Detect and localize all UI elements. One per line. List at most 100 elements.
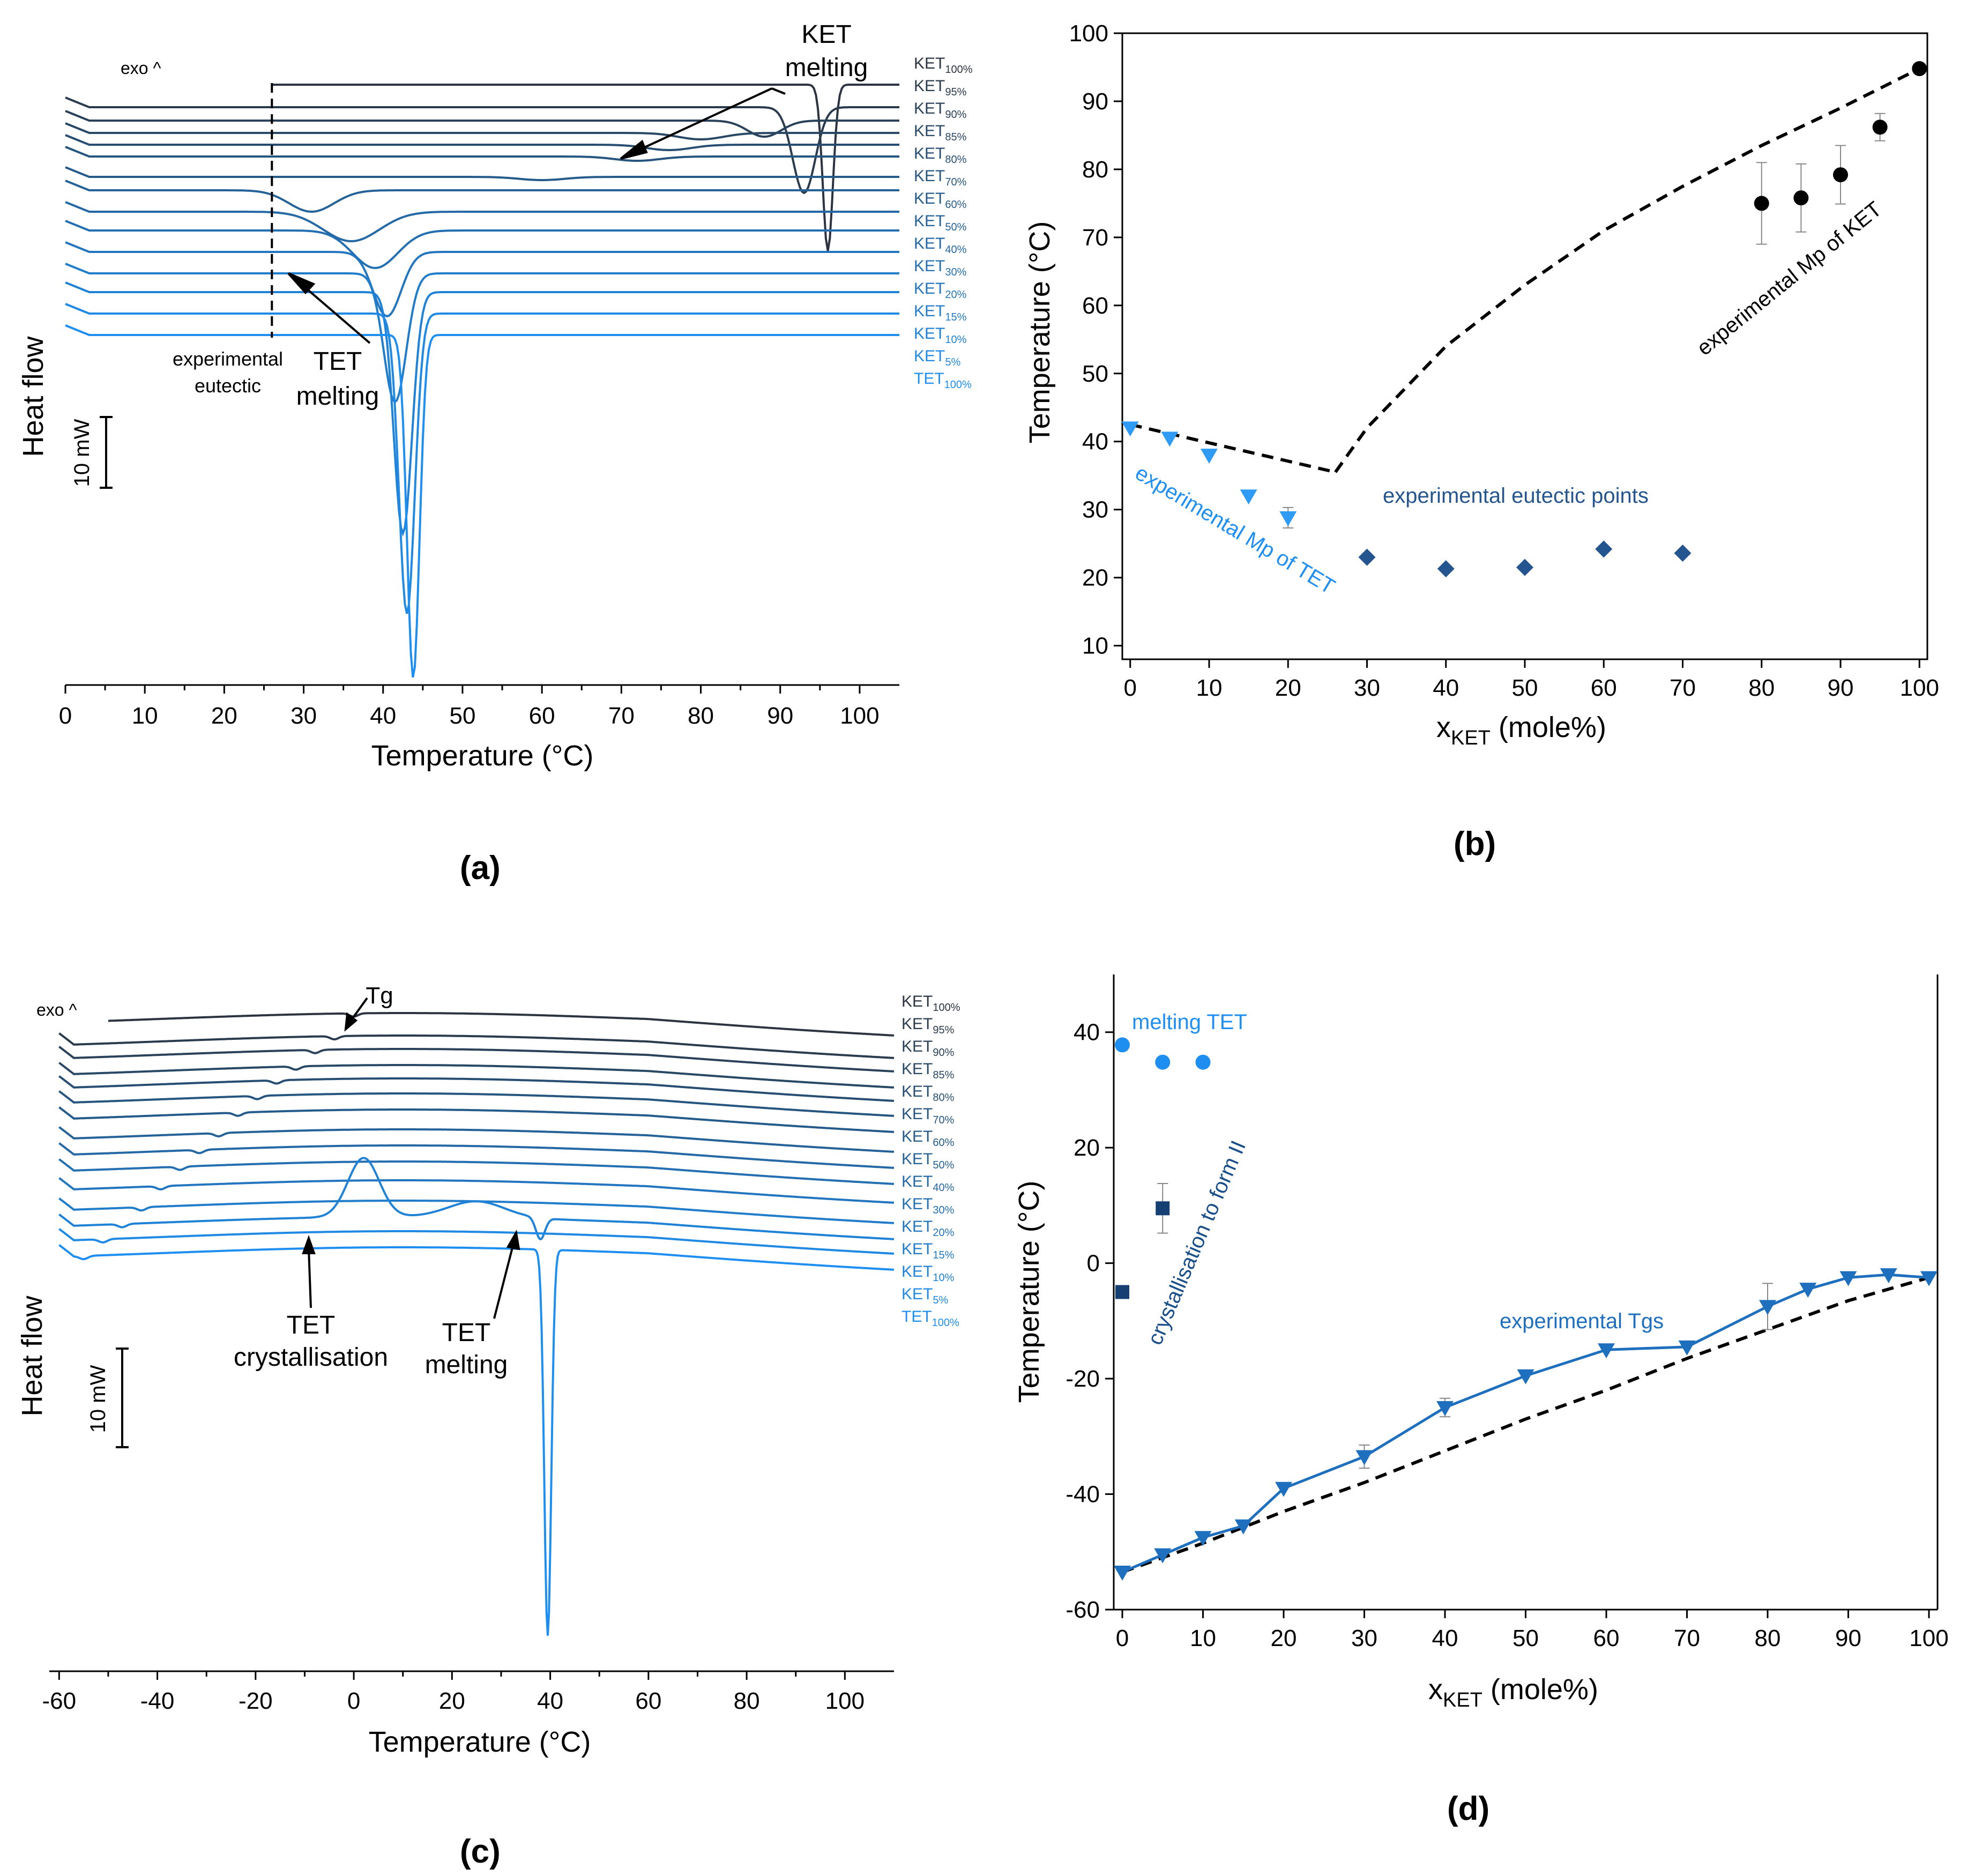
panel-a-chart: 0 10 20 30 40 50 60 70 80 90 100 Temperature (°C) …: [17, 20, 973, 772]
panel-d-y-tick-label: 0: [1087, 1250, 1100, 1277]
panel-c-x-tick-label: -40: [140, 1688, 175, 1714]
panel-c-scale-bar: [116, 1348, 129, 1448]
panel-a-tet-melting-label-1: TET: [314, 347, 362, 376]
panel-c-x-tick-label: 100: [825, 1688, 865, 1714]
panel-c-trace: [58, 1158, 895, 1185]
panel-b-x-tick-label: 60: [1591, 675, 1617, 701]
panel-b-x-tick-label: 90: [1828, 675, 1854, 701]
panel-c-series-label: KET15%: [901, 1240, 955, 1261]
panel-d-point-cryst: [1115, 1285, 1129, 1299]
panel-b-x-tick-label: 50: [1512, 675, 1538, 701]
panel-a-x-tick-label: 80: [688, 703, 714, 729]
panel-b-label-mp-tet: experimental Mp of TET: [1131, 461, 1339, 599]
panel-a-exo-label: exo ^: [121, 58, 161, 78]
panel-a-series-label: TET100%: [914, 370, 972, 391]
panel-a-arrows: [287, 87, 786, 344]
panel-c-series-labels: KET100%KET95%KET90%KET85%KET80%KET70%KET…: [901, 993, 960, 1329]
panel-b-y-tick-label: 30: [1082, 497, 1108, 523]
panel-c-melt-label-1: TET: [442, 1319, 491, 1347]
panel-a-scale-bar-label: 10 mW: [70, 419, 94, 487]
panel-c-series-label: KET40%: [901, 1173, 955, 1194]
panel-c-trace: [58, 1090, 895, 1117]
panel-a-y-axis-label: Heat flow: [17, 336, 49, 457]
panel-d-point-cryst: [1156, 1201, 1170, 1216]
panel-b-y-tick-label: 80: [1082, 157, 1108, 183]
panel-a-ket-melting-label-2: melting: [785, 54, 868, 82]
panel-a-trace: [65, 122, 899, 140]
panel-b-data-points: [1121, 61, 1927, 578]
panel-a-x-tick-label: 0: [59, 703, 72, 729]
panel-d-x-tick-label: 60: [1593, 1625, 1620, 1651]
panel-b-point-tet: [1161, 431, 1179, 447]
panel-a-x-axis-label: Temperature (°C): [371, 740, 594, 772]
panel-c-trace: [58, 1157, 895, 1241]
panel-a-eutectic-label-1: experimental: [173, 348, 283, 370]
panel-b-y-tick-label: 60: [1082, 293, 1108, 319]
panel-d-y-tick-label: -40: [1066, 1482, 1100, 1508]
panel-a-x-tick-label: 90: [767, 703, 793, 729]
panel-a-series-label: KET70%: [914, 167, 967, 188]
panel-d-x-tick-label: 90: [1835, 1625, 1861, 1651]
panel-b-dashed-liquidus: [1130, 67, 1920, 474]
panel-a-trace: [65, 96, 899, 195]
panel-c-trace: [58, 1228, 895, 1255]
panel-d-x-tick-label: 100: [1909, 1625, 1948, 1651]
panel-c-series-label: KET90%: [901, 1038, 955, 1059]
panel-d-x-tick-label: 0: [1116, 1625, 1129, 1651]
panel-b-point-tet: [1121, 421, 1139, 437]
panel-a-x-tick-label: 100: [840, 703, 879, 729]
panel-d-point-tg: [1194, 1531, 1212, 1546]
panel-a-scale-bar: [100, 416, 113, 489]
panel-c-x-tick-label: 20: [439, 1688, 465, 1714]
panel-c-trace: [58, 1062, 895, 1089]
panel-a-x-tick-label: 70: [608, 703, 635, 729]
panel-a-series-label: KET15%: [914, 302, 967, 323]
panel-c-series-label: KET50%: [901, 1150, 955, 1171]
panel-b-y-tick-label: 50: [1082, 361, 1108, 387]
panel-a-trace: [65, 134, 899, 151]
panel-a-tet-melting-label-2: melting: [296, 382, 379, 411]
panel-c-series-label: KET100%: [901, 993, 960, 1014]
panel-b-point-ket: [1793, 190, 1809, 206]
panel-c-chart: -60 -40 -20 0 20 40 60 80 100 Temperature (°C) H…: [16, 982, 960, 1758]
panel-a-x-tick-label: 30: [290, 703, 317, 729]
panel-c-x-ticks: -60 -40 -20 0 20 40 60 80 100: [42, 1671, 865, 1714]
panel-a-trace: [65, 241, 899, 318]
panel-a-x-ticks: 0 10 20 30 40 50 60 70 80 90 100: [59, 685, 880, 729]
panel-a-series-label: KET50%: [914, 212, 967, 233]
panel-c-series-label: KET5%: [901, 1285, 948, 1306]
panel-c-arrows: [302, 997, 520, 1319]
panel-d-label-melting-tet: melting TET: [1132, 1010, 1247, 1034]
panel-d-point-tg: [1275, 1482, 1292, 1497]
panel-b-point-ket: [1912, 61, 1927, 77]
panel-a-trace: [65, 281, 899, 537]
panel-d-point-tg: [1114, 1565, 1131, 1581]
panel-a-trace: [65, 166, 899, 181]
panel-c-dsc-traces: [58, 1012, 895, 1636]
panel-b-chart: 0 10 20 30 40 50 60 70 80 90 100 10 20 30 40 50 60 70 80 90…: [1024, 20, 1939, 749]
panel-c-x-tick-label: 0: [347, 1688, 360, 1714]
panel-a-series-label: KET60%: [914, 190, 967, 211]
panel-a-trace: [65, 180, 899, 213]
panel-c-series-label: KET60%: [901, 1128, 955, 1149]
panel-b-y-axis-label: Temperature (°C): [1024, 221, 1056, 444]
panel-b-x-tick-label: 10: [1196, 675, 1223, 701]
panel-b-y-tick-label: 90: [1082, 88, 1108, 115]
panel-b-dashed-line: [1130, 423, 1336, 474]
panel-d-x-tick-label: 50: [1512, 1625, 1539, 1651]
panel-c-cryst-label-2: crystallisation: [234, 1343, 388, 1372]
panel-b-x-tick-label: 30: [1354, 675, 1380, 701]
panel-d-point-tg: [1678, 1340, 1696, 1356]
panel-label-a: (a): [460, 850, 501, 887]
panel-a-trace: [65, 110, 899, 138]
panel-b-point-tet: [1200, 449, 1218, 464]
panel-c-trace: [58, 1075, 895, 1102]
panel-a-series-label: KET10%: [914, 325, 967, 346]
panel-b-y-tick-label: 20: [1082, 565, 1108, 591]
panel-d-x-tick-label: 10: [1190, 1625, 1216, 1651]
panel-c-exo-label: exo ^: [36, 1000, 77, 1019]
panel-a-trace: [65, 324, 899, 678]
panel-d-label-tgs: experimental Tgs: [1500, 1309, 1664, 1333]
panel-a-trace: [65, 220, 899, 270]
